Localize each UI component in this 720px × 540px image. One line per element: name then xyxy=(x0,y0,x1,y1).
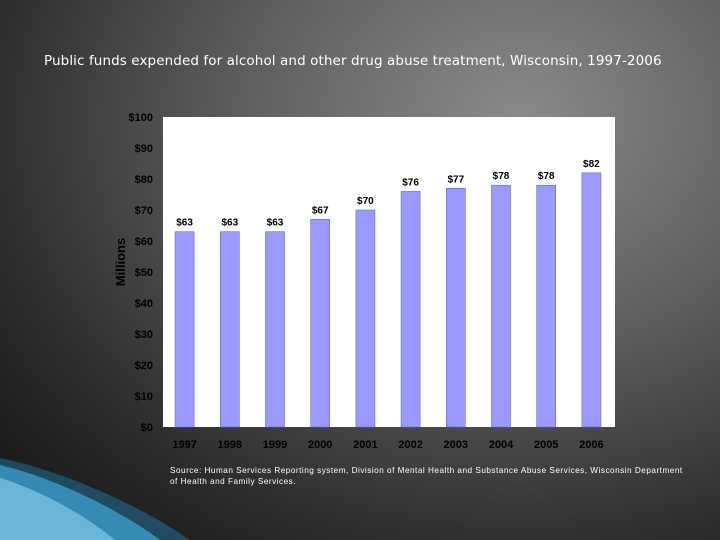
bar-2002 xyxy=(400,191,421,428)
value-label-1997: $63 xyxy=(176,218,193,229)
bar-1997 xyxy=(174,231,195,428)
bar-2003 xyxy=(445,188,466,428)
x-axis-ticks: 1997 1998 1999 2000 2001 2002 2003 2004 2005 2006 xyxy=(172,439,603,451)
value-label-2001: $70 xyxy=(357,196,374,207)
bar-2004 xyxy=(491,184,511,428)
x-tick-label-1999: 1999 xyxy=(263,439,287,451)
value-labels-group: $63 $63 $63 $67 $70 $76 $77 $78 $78 $82 xyxy=(176,159,600,229)
x-tick-label-2003: 2003 xyxy=(444,439,468,451)
y-tick-label: $90 xyxy=(135,143,153,155)
bar-2000 xyxy=(310,219,331,428)
x-tick-label-2004: 2004 xyxy=(489,439,514,451)
value-label-1999: $63 xyxy=(267,218,284,229)
y-axis-ticks: $0 $10 $20 $30 $40 $50 $60 $70 $80 $90 $100 xyxy=(129,112,153,434)
x-tick-label-2001: 2001 xyxy=(353,439,377,451)
source-note: Source: Human Services Reporting system,… xyxy=(170,466,683,486)
x-tick-label-1998: 1998 xyxy=(218,439,242,451)
y-tick-label: $20 xyxy=(135,360,153,372)
value-label-2004: $78 xyxy=(493,171,510,182)
x-tick-label-2006: 2006 xyxy=(579,439,603,451)
bar-1999 xyxy=(265,231,285,428)
bar-2005 xyxy=(536,184,557,428)
x-tick-label-2005: 2005 xyxy=(534,439,558,451)
y-tick-label: $80 xyxy=(135,174,153,186)
value-label-2002: $76 xyxy=(402,177,419,188)
x-tick-label-2000: 2000 xyxy=(308,439,332,451)
y-tick-label: $40 xyxy=(135,298,153,310)
slide-title: Public funds expended for alcohol and ot… xyxy=(44,53,662,69)
value-label-1998: $63 xyxy=(221,218,238,229)
value-label-2005: $78 xyxy=(538,171,555,182)
value-label-2000: $67 xyxy=(312,205,329,216)
bars-group xyxy=(174,172,602,428)
value-label-2006: $82 xyxy=(583,159,600,170)
bar-1998 xyxy=(220,231,240,428)
y-tick-label: $10 xyxy=(135,391,153,403)
y-tick-label: $50 xyxy=(135,267,153,279)
x-tick-label-1997: 1997 xyxy=(172,439,196,451)
value-label-2003: $77 xyxy=(447,174,464,185)
y-tick-label: $60 xyxy=(135,236,153,248)
bar-2001 xyxy=(355,209,376,428)
y-tick-label: $100 xyxy=(129,112,153,124)
y-tick-label: $30 xyxy=(135,329,153,341)
x-tick-label-2002: 2002 xyxy=(398,439,422,451)
y-tick-label: $0 xyxy=(141,422,153,434)
y-axis-label: Millions xyxy=(113,238,128,286)
y-tick-label: $70 xyxy=(135,205,153,217)
bar-2006 xyxy=(581,172,602,428)
